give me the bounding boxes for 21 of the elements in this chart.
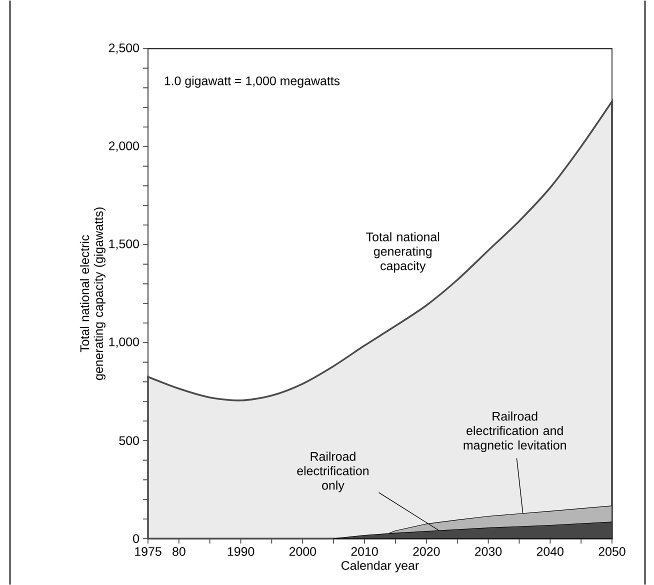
y-tick-label: 2,500 (108, 43, 139, 54)
x-tick-label: 2020 (413, 547, 440, 556)
y-tick-label: 1,500 (109, 239, 139, 250)
text: Railroad electrification and magnetic levitation (464, 411, 566, 452)
annotation: 1.0 gigawatt = 1,000 megawatts (164, 76, 340, 88)
series-label: Total national generating capacity (366, 232, 440, 273)
y-axis-title: Total national electric generating capacity (gigawatts) (80, 207, 106, 380)
text: Railroad electrification only (297, 452, 368, 492)
x-tick-label: 2050 (598, 547, 626, 556)
y-tick-label: 0 (133, 534, 139, 543)
y-tick-label: 1,000 (109, 337, 139, 348)
x-tick-label: 2010 (351, 547, 378, 556)
x-tick-label: 1975 (135, 547, 162, 556)
x-tick-label: 2040 (536, 547, 564, 556)
x-tick-label: 2000 (289, 547, 316, 556)
y-tick-label: 2,000 (108, 141, 139, 152)
x-tick-label: 2030 (475, 547, 502, 556)
x-axis-title: Calendar year (342, 560, 419, 572)
y-tick-label: 500 (119, 436, 139, 445)
x-tick-label: 1990 (228, 547, 254, 556)
x-tick-label: 80 (172, 547, 186, 556)
